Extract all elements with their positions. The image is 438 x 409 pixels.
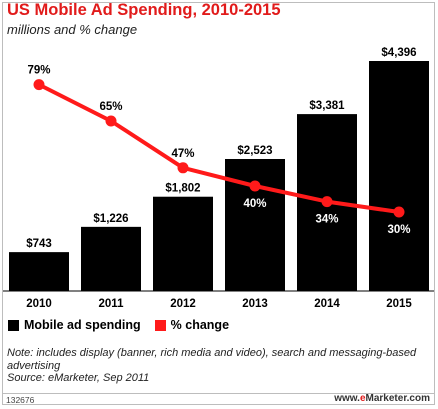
line-point-2011 bbox=[105, 115, 117, 127]
bar-label-2011: $1,226 bbox=[93, 213, 128, 225]
legend-label-bar: Mobile ad spending bbox=[24, 318, 141, 332]
legend: Mobile ad spending % change bbox=[8, 318, 243, 332]
legend-label-line: % change bbox=[170, 318, 230, 332]
chart-subtitle: millions and % change bbox=[7, 22, 138, 37]
line-point-2014 bbox=[321, 196, 333, 208]
x-tick-2012: 2012 bbox=[170, 298, 196, 310]
bar-label-2010: $743 bbox=[26, 238, 52, 250]
chart-frame bbox=[2, 2, 435, 405]
line-label-2010: 79% bbox=[27, 65, 50, 77]
chart-title: US Mobile Ad Spending, 2010-2015 bbox=[7, 1, 281, 19]
emarketer-logo: www.eMarketer.com bbox=[334, 393, 430, 404]
brand-prefix: www. bbox=[334, 393, 360, 404]
legend-item-bar: Mobile ad spending bbox=[8, 318, 141, 332]
line-point-2013 bbox=[249, 180, 261, 192]
chart-plot: $743 2010 $1,226 2011 $1,802 2012 $2,523 2013 $3… bbox=[3, 47, 434, 310]
footer-id: 132676 bbox=[6, 395, 35, 405]
line-label-2014: 34% bbox=[315, 214, 338, 226]
x-tick-2011: 2011 bbox=[99, 298, 125, 310]
x-tick-2013: 2013 bbox=[242, 298, 268, 310]
legend-swatch-bar bbox=[8, 319, 19, 331]
bar-label-2014: $3,381 bbox=[309, 100, 345, 112]
bar-label-2012: $1,802 bbox=[165, 183, 200, 195]
brand-rest: Marketer.com bbox=[365, 393, 430, 404]
bar-2011 bbox=[81, 226, 141, 291]
line-point-2010 bbox=[33, 79, 45, 91]
x-tick-2014: 2014 bbox=[314, 298, 340, 310]
line-label-2015: 30% bbox=[387, 224, 410, 236]
bar-2012 bbox=[153, 196, 213, 291]
legend-swatch-line bbox=[154, 319, 166, 331]
bar-label-2013: $2,523 bbox=[237, 145, 272, 157]
line-series-pct-change bbox=[37, 82, 401, 214]
x-tick-2015: 2015 bbox=[386, 298, 412, 310]
brand-highlight: e bbox=[359, 393, 366, 404]
line-label-2011: 65% bbox=[99, 101, 122, 113]
chart-notes: Note: includes display (banner, rich med… bbox=[7, 347, 427, 385]
line-point-2012 bbox=[177, 162, 189, 174]
line-label-2013: 40% bbox=[243, 198, 266, 210]
line-label-2012: 47% bbox=[171, 148, 194, 160]
footer-divider bbox=[2, 393, 435, 394]
source-text: Source: eMarketer, Sep 2011 bbox=[7, 372, 150, 384]
legend-item-line: % change bbox=[154, 318, 230, 332]
line-point-2015 bbox=[393, 206, 405, 218]
bar-2010 bbox=[9, 252, 69, 291]
x-tick-2010: 2010 bbox=[26, 298, 52, 310]
bar-2015 bbox=[369, 61, 429, 291]
bar-label-2015: $4,396 bbox=[381, 47, 416, 59]
note-text: Note: includes display (banner, rich med… bbox=[7, 347, 417, 372]
